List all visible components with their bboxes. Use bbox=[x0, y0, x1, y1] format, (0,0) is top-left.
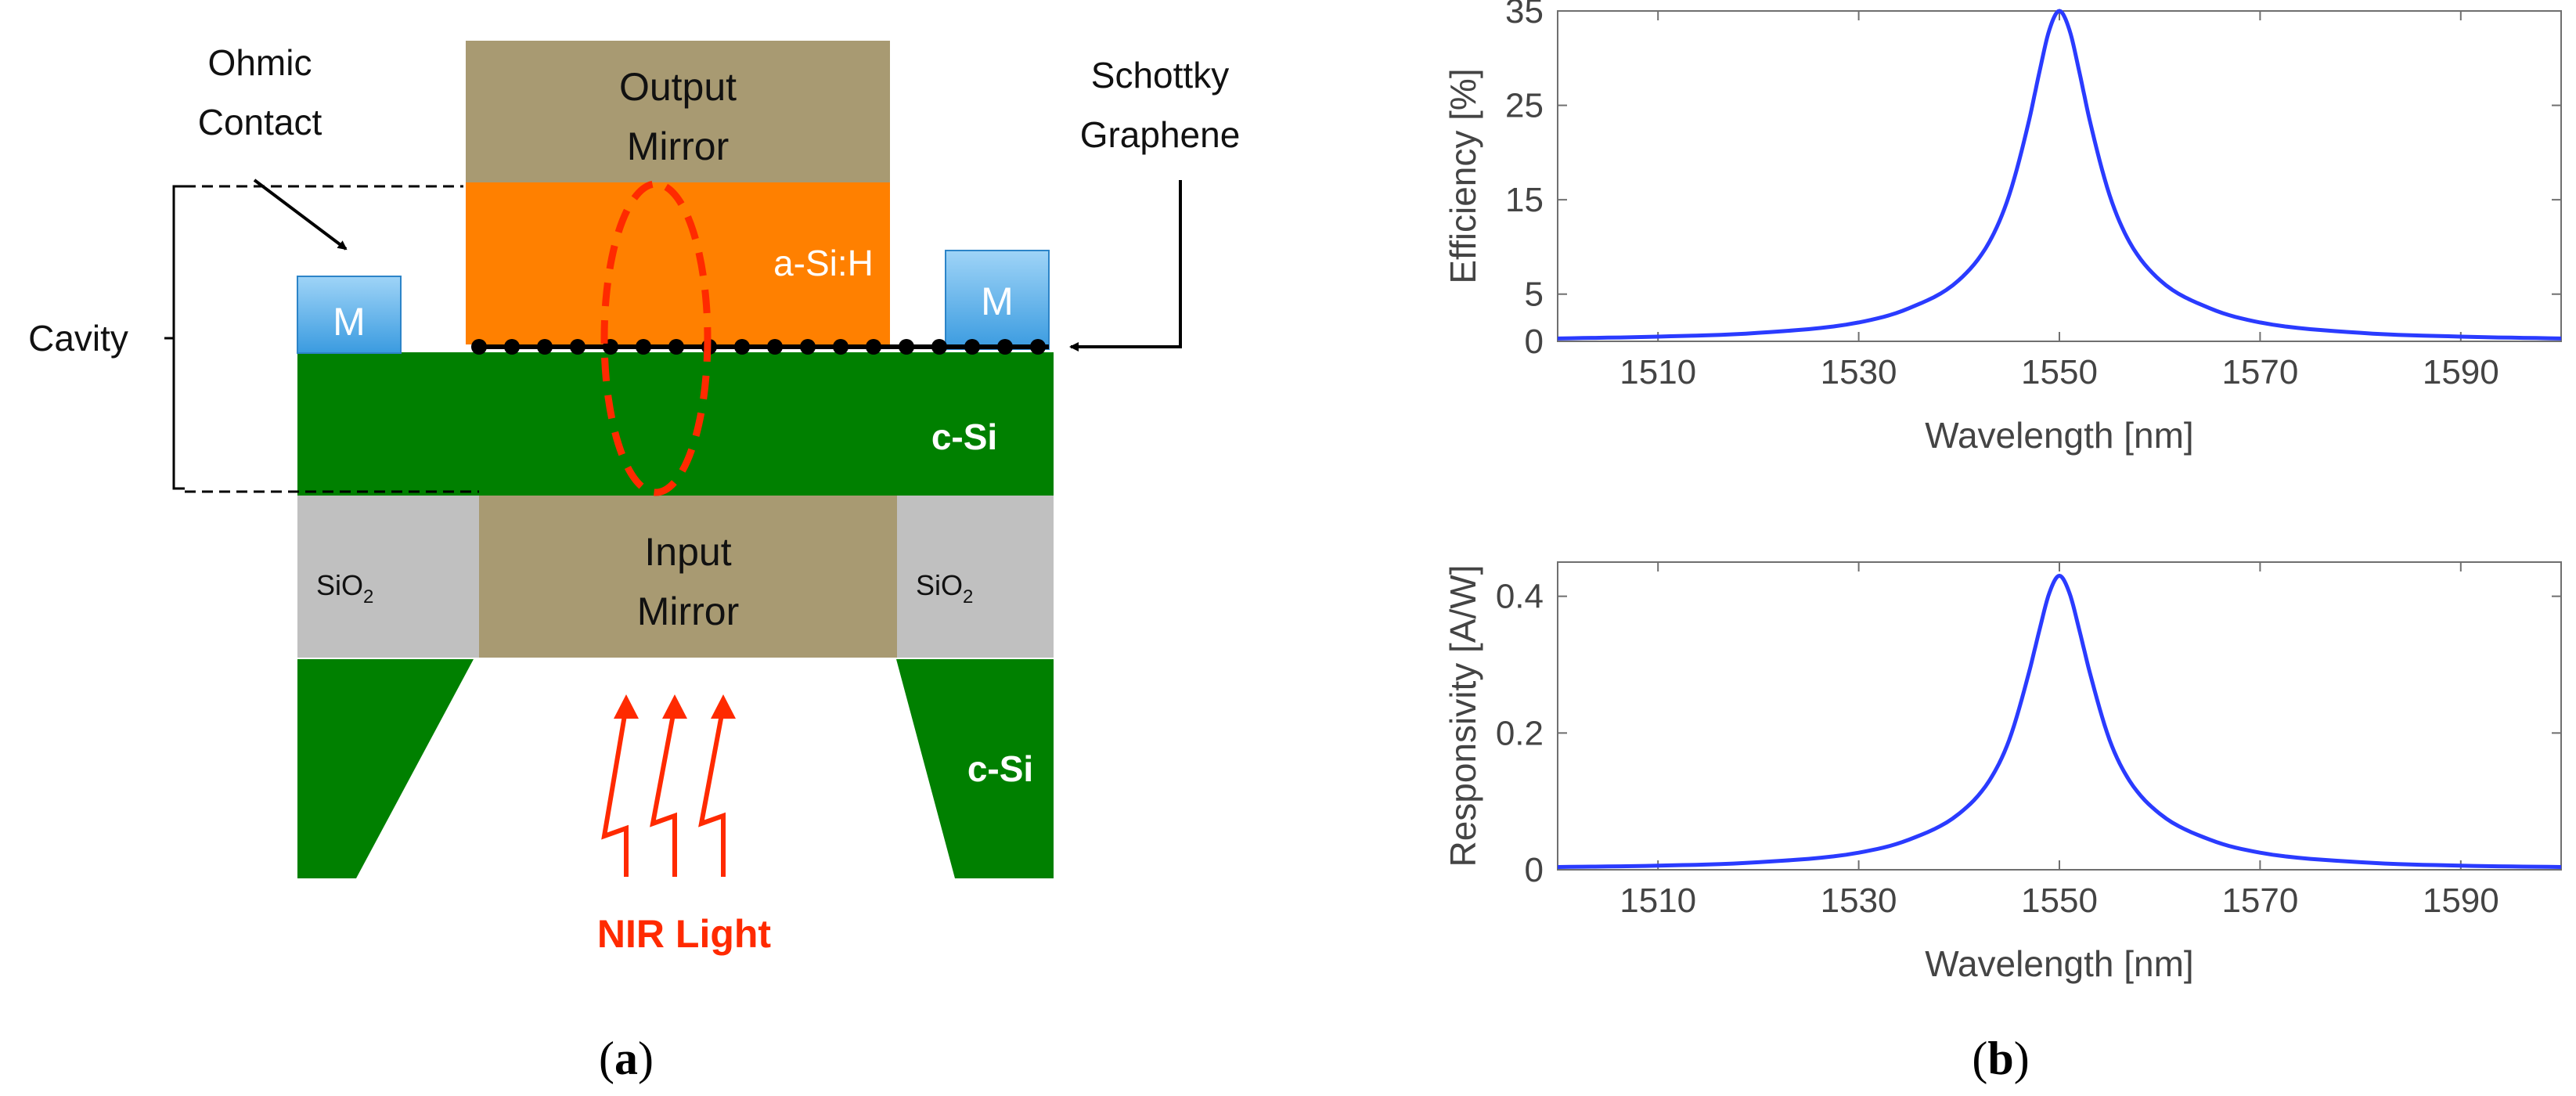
graphene-atom bbox=[570, 339, 585, 355]
ohmic-contact-label-line2: Contact bbox=[198, 102, 322, 142]
c-si-bottom-label: c-Si bbox=[967, 748, 1033, 789]
y-tick-label: 15 bbox=[1505, 181, 1544, 219]
graphene-atom bbox=[767, 339, 783, 355]
panel-b-caption: (b) bbox=[1972, 1033, 2029, 1084]
y-tick-label: 0 bbox=[1525, 323, 1544, 361]
graphene-atom bbox=[931, 339, 947, 355]
spectral-response-charts: 1510 1530 1550 1570 1590 0 5 15 25 35 Wavelength [… bbox=[1443, 0, 2562, 1084]
y-tick-label: 0.4 bbox=[1496, 578, 1544, 616]
plot-frame bbox=[1557, 10, 2562, 342]
sio2-right-base: SiO bbox=[916, 569, 963, 601]
substrate-left-c-si bbox=[297, 659, 474, 878]
nir-arrow-2 bbox=[650, 705, 677, 877]
ohmic-contact-arrow bbox=[253, 178, 348, 251]
graphene-atom bbox=[537, 339, 553, 355]
y-axis-label: Efficiency [%] bbox=[1443, 68, 1483, 283]
sio2-left-base: SiO bbox=[316, 569, 363, 601]
metal-right-label: M bbox=[981, 279, 1014, 323]
input-mirror-label-line2: Mirror bbox=[637, 589, 740, 633]
output-mirror-label-line1: Output bbox=[619, 65, 737, 109]
x-tick-label: 1550 bbox=[2021, 353, 2098, 391]
y-axis-label: Responsivity [A/W] bbox=[1443, 565, 1483, 867]
graphene-atom bbox=[668, 339, 684, 355]
ohmic-contact-label-line1: Ohmic bbox=[208, 42, 312, 83]
device-cross-section: Output Mirror Input Mirror a-Si:H c-Si c… bbox=[28, 41, 1240, 1084]
a-si-h-layer bbox=[466, 182, 890, 344]
x-axis-label: Wavelength [nm] bbox=[1925, 943, 2193, 984]
metal-contact-left bbox=[297, 276, 402, 354]
responsivity-chart: 1510 1530 1550 1570 1590 0 0.2 0.4 Wavelength [n… bbox=[1443, 561, 2562, 984]
sio2-left bbox=[297, 496, 479, 658]
substrate-right-c-si bbox=[896, 659, 1054, 878]
y-tick-label: 35 bbox=[1505, 0, 1544, 31]
c-si-layer bbox=[297, 352, 1054, 496]
c-si-top-label: c-Si bbox=[931, 416, 997, 457]
y-tick-label: 5 bbox=[1525, 276, 1544, 314]
cavity-bracket bbox=[172, 185, 185, 490]
x-tick-label: 1590 bbox=[2423, 353, 2499, 391]
x-tick-label: 1510 bbox=[1619, 881, 1696, 920]
nir-arrow-1 bbox=[601, 705, 629, 877]
graphene-atom bbox=[866, 339, 881, 355]
panel-a-caption: (a) bbox=[599, 1033, 654, 1084]
graphene-atom bbox=[964, 339, 980, 355]
x-tick-label: 1590 bbox=[2423, 881, 2499, 920]
graphene-atom bbox=[899, 339, 914, 355]
x-tick-label: 1510 bbox=[1619, 353, 1696, 391]
output-mirror-label-line2: Mirror bbox=[627, 124, 730, 168]
nir-light-arrows bbox=[601, 705, 726, 877]
x-tick-label: 1530 bbox=[1821, 353, 1897, 391]
x-tick-label: 1570 bbox=[2221, 881, 2298, 920]
input-mirror bbox=[479, 496, 897, 658]
metal-left-label: M bbox=[333, 300, 366, 344]
x-axis-label: Wavelength [nm] bbox=[1925, 415, 2193, 456]
x-tick-label: 1570 bbox=[2221, 353, 2298, 391]
y-tick-label: 0.2 bbox=[1496, 714, 1544, 752]
schottky-graphene-arrow bbox=[1069, 180, 1182, 352]
panel-b-letter: b bbox=[1987, 1033, 2013, 1084]
graphene-atom bbox=[833, 339, 848, 355]
output-mirror bbox=[466, 41, 890, 182]
y-tick-label: 25 bbox=[1505, 87, 1544, 125]
graphene-atom bbox=[636, 339, 651, 355]
input-mirror-label-line1: Input bbox=[644, 530, 731, 574]
nir-light-label: NIR Light bbox=[597, 912, 772, 956]
y-tick-label: 0 bbox=[1525, 851, 1544, 889]
nir-arrow-3 bbox=[698, 705, 726, 877]
cavity-label: Cavity bbox=[28, 318, 128, 359]
schottky-graphene-label-line2: Graphene bbox=[1080, 114, 1241, 155]
panel-a-letter: a bbox=[614, 1033, 638, 1084]
graphene-atom bbox=[800, 339, 816, 355]
series-line bbox=[1557, 573, 2562, 869]
schottky-graphene-label-line1: Schottky bbox=[1091, 55, 1229, 96]
graphene-atom bbox=[734, 339, 750, 355]
nir-arrowhead-3 bbox=[711, 694, 736, 719]
metal-contact-right bbox=[945, 250, 1050, 350]
panel-a-close-paren: ) bbox=[638, 1033, 654, 1084]
graphene-atom bbox=[1030, 339, 1046, 355]
graphene-atom bbox=[471, 339, 487, 355]
plot-frame bbox=[1557, 561, 2562, 871]
x-tick-label: 1550 bbox=[2021, 881, 2098, 920]
x-tick-label: 1530 bbox=[1821, 881, 1897, 920]
panel-b-open-paren: ( bbox=[1972, 1033, 1987, 1084]
sio2-left-subscript: 2 bbox=[363, 586, 373, 607]
sio2-left-label: SiO2 bbox=[316, 569, 373, 607]
a-si-h-label: a-Si:H bbox=[773, 243, 874, 283]
graphene-atom bbox=[997, 339, 1013, 355]
series-line bbox=[1557, 9, 2562, 341]
efficiency-chart: 1510 1530 1550 1570 1590 0 5 15 25 35 Wavelength [… bbox=[1443, 0, 2562, 456]
panel-b-close-paren: ) bbox=[2014, 1033, 2030, 1084]
sio2-right-subscript: 2 bbox=[963, 586, 973, 607]
nir-arrowhead-2 bbox=[662, 694, 687, 719]
sio2-right-label: SiO2 bbox=[916, 569, 973, 607]
graphene-atom bbox=[504, 339, 520, 355]
sio2-right bbox=[897, 496, 1054, 658]
optical-field-ellipse bbox=[600, 180, 712, 496]
nir-arrowhead-1 bbox=[614, 694, 639, 719]
panel-a-open-paren: ( bbox=[599, 1033, 614, 1084]
